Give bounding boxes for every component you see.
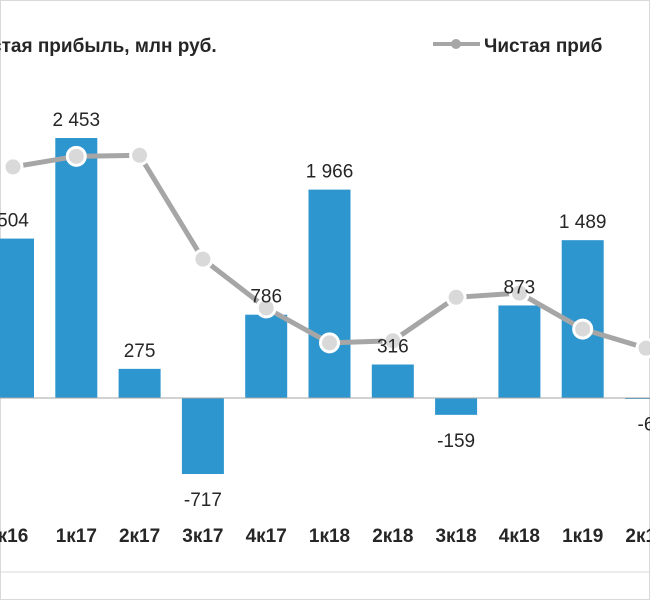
x-tick-2к19: 2к19 [625,526,650,547]
line-point-1к19 [572,318,594,340]
bar-1к17 [55,138,98,398]
x-tick-к16: к16 [0,526,28,547]
line-point-2к18 [382,330,404,352]
bar-3к18 [435,398,478,415]
x-axis-tick-labels: к16 1к17 2к17 3к17 4к17 1к18 2к18 3к18 4к18 1к19 2… [0,526,650,547]
x-tick-4к18: 4к18 [499,526,540,547]
line-point-3к17 [192,248,214,270]
x-tick-1к19: 1к19 [562,526,603,547]
line-point-4к18 [508,282,530,304]
legend-marker [451,39,461,49]
x-tick-3к18: 3к18 [435,526,476,547]
bar-1к18 [308,189,351,398]
bar-к16 [0,238,34,398]
bar-label-3к17: -717 [184,490,222,511]
bar-label-2к17: 275 [124,341,156,362]
line-point-2к17 [129,144,151,166]
bar-label-1к19: 1 489 [559,212,607,233]
bar-3к17 [181,398,224,474]
bar-2к17 [118,368,161,398]
bar-label-2к18: 316 [377,337,409,358]
bar-label-1к18: 1 966 [306,162,354,183]
x-tick-2к17: 2к17 [119,526,160,547]
bar-data-labels: 504 2 453 275 -717 786 1 966 316 -159 873 1 489 -6 [0,110,650,511]
bar-4к18 [498,305,541,398]
x-tick-3к17: 3к17 [182,526,223,547]
bar-label-3к18: -159 [437,431,475,452]
line-point-3к18 [445,286,467,308]
bar-2к18 [371,364,414,398]
bar-4к17 [245,314,288,398]
x-tick-1к18: 1к18 [309,526,350,547]
x-tick-4к17: 4к17 [246,526,287,547]
bar-label-к16: 504 [0,211,29,232]
line-point-4к17 [255,297,277,319]
line-point-1к17 [65,145,87,167]
chart-title: Чистая прибыль, млн руб. [0,36,217,57]
line-series [2,144,650,359]
bar-label-2к19: -6 [638,415,650,436]
line-point-1к18 [319,332,340,354]
bar-label-4к17: 786 [250,287,282,308]
line-point-2к19 [635,337,650,359]
x-tick-2к18: 2к18 [372,526,413,547]
bar-series [0,138,650,474]
bar-label-4к18: 873 [504,277,536,298]
line-point-к16 [2,156,24,178]
x-tick-1к17: 1к17 [56,526,97,547]
legend: Чистая приб [433,36,602,57]
bar-label-1к17: 2 453 [53,110,101,131]
legend-label: Чистая приб [484,36,602,57]
